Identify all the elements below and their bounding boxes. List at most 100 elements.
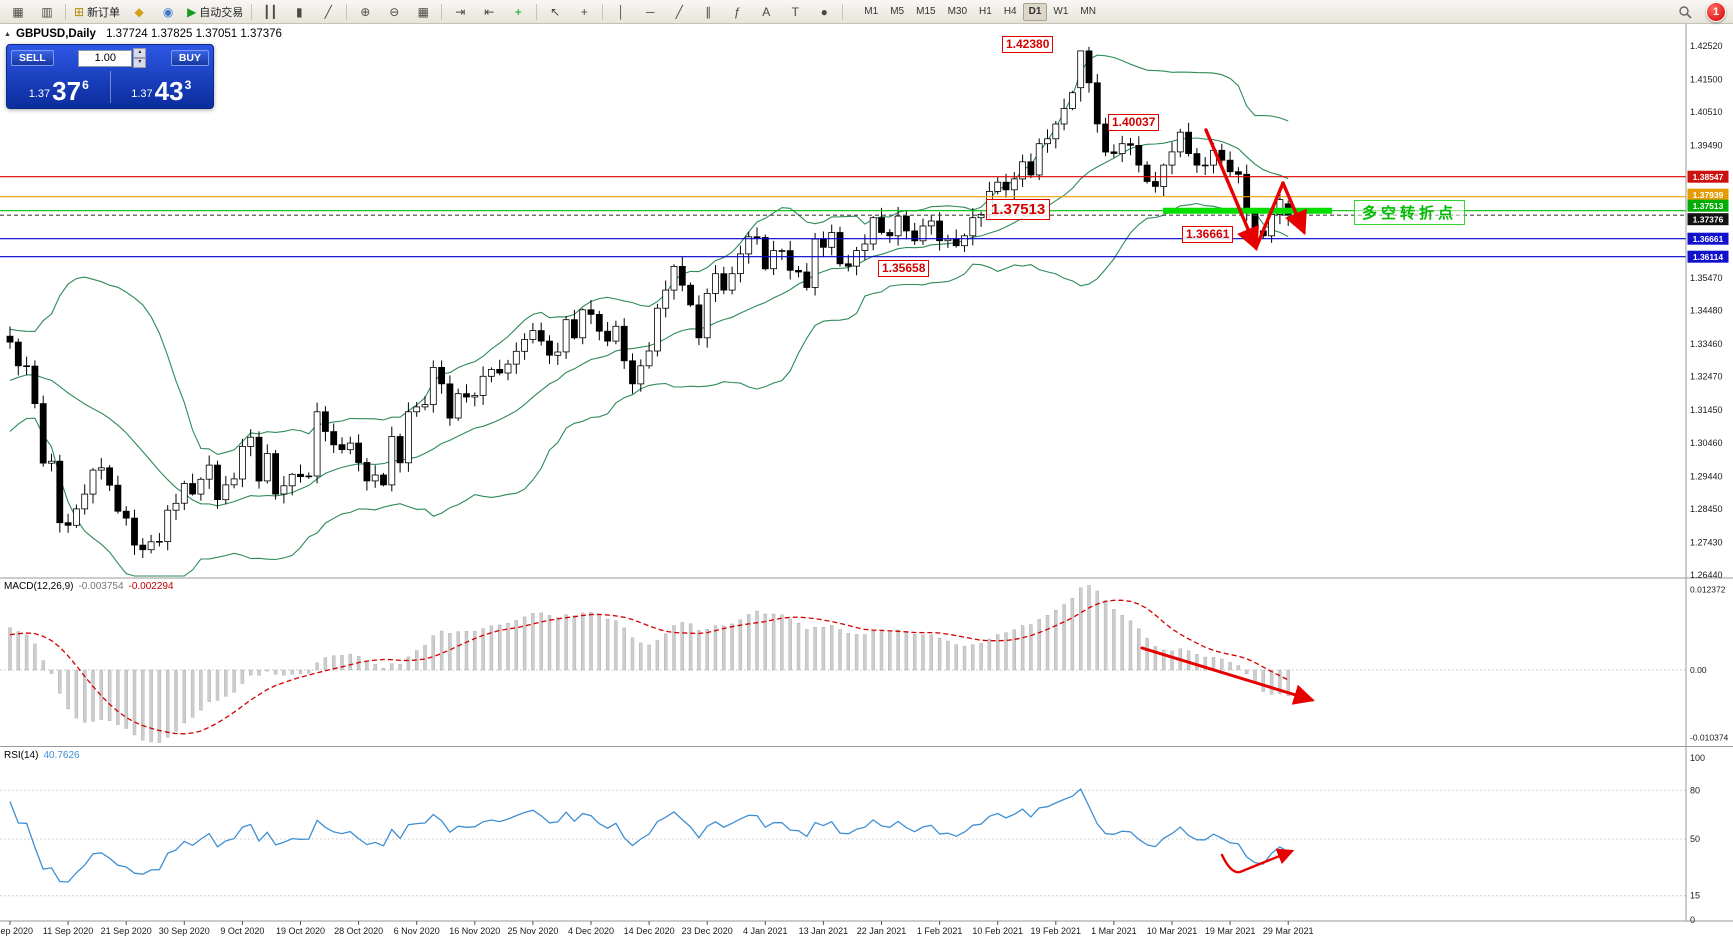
indicators-icon[interactable]: +	[504, 1, 532, 23]
svg-text:4 Jan 2021: 4 Jan 2021	[743, 926, 788, 936]
line-chart-icon[interactable]: ╱	[314, 1, 342, 23]
shapes-icon[interactable]: ●	[810, 1, 838, 23]
trendline-icon[interactable]: ╱	[665, 1, 693, 23]
autotrading-button[interactable]: ▶ 自动交易	[183, 1, 247, 23]
svg-text:22 Jan 2021: 22 Jan 2021	[857, 926, 907, 936]
timeframe-d1-button[interactable]: D1	[1022, 2, 1048, 21]
volume-increase-button[interactable]: ▴	[133, 48, 147, 58]
new-chart-icon[interactable]: ▦	[4, 1, 32, 23]
timeframe-m5-button[interactable]: M5	[890, 5, 905, 17]
svg-text:1 Mar 2021: 1 Mar 2021	[1091, 926, 1137, 936]
timeframe-h4-button[interactable]: H4	[1003, 5, 1017, 17]
search-button[interactable]	[1671, 1, 1699, 23]
zoom-in-icon[interactable]: ⊕	[351, 1, 379, 23]
svg-text:-0.010374: -0.010374	[1690, 732, 1729, 742]
svg-text:1.33460: 1.33460	[1690, 339, 1723, 349]
sell-price-button[interactable]: 1.37 37 6	[9, 69, 109, 105]
profiles-icon[interactable]: ▥	[33, 1, 61, 23]
text-label-icon[interactable]: T	[781, 1, 809, 23]
cursor-icon[interactable]: ↖	[541, 1, 569, 23]
timeframe-m15-button[interactable]: M15	[916, 5, 936, 17]
svg-text:1.37513: 1.37513	[1693, 201, 1724, 211]
svg-text:10 Feb 2021: 10 Feb 2021	[972, 926, 1023, 936]
new-order-button[interactable]: ⊞ 新订单	[70, 1, 124, 23]
svg-text:11 Sep 2020: 11 Sep 2020	[43, 926, 93, 936]
svg-text:1 Feb 2021: 1 Feb 2021	[917, 926, 963, 936]
svg-text:1.39490: 1.39490	[1690, 141, 1723, 151]
volume-spinner: ▴ ▾	[133, 48, 147, 68]
bar-chart-icon[interactable]: ┃┃	[256, 1, 284, 23]
zoom-in-icon: ⊕	[360, 4, 371, 19]
autotrading-button-label: 自动交易	[199, 6, 244, 19]
svg-text:1.42520: 1.42520	[1690, 41, 1723, 51]
text-label-icon: T	[791, 4, 799, 19]
market-watch-icon[interactable]: ◆	[125, 1, 153, 23]
notification-badge[interactable]: 1	[1706, 2, 1726, 22]
horizontal-line-icon: ─	[646, 4, 655, 19]
auto-scroll-icon[interactable]: ⇥	[446, 1, 474, 23]
horizontal-lines-group	[0, 176, 1686, 258]
svg-text:28 Oct 2020: 28 Oct 2020	[334, 926, 383, 936]
price-callout: 1.40037	[1108, 114, 1160, 131]
market-watch-icon: ◆	[134, 4, 144, 19]
volume-input[interactable]	[78, 49, 133, 67]
new-order-icon: ⊞	[74, 4, 85, 19]
vertical-line-icon[interactable]: │	[607, 1, 635, 23]
svg-text:29 Mar 2021: 29 Mar 2021	[1263, 926, 1314, 936]
chart-symbol-label: GBPUSD,Daily	[16, 28, 96, 40]
annotation-arrows	[1140, 128, 1315, 874]
indicators-icon: +	[514, 4, 522, 19]
svg-text:1.41500: 1.41500	[1690, 75, 1723, 85]
svg-text:1.27430: 1.27430	[1690, 537, 1723, 547]
buy-price-small: 1.37	[131, 88, 153, 100]
tile-windows-icon: ▦	[417, 4, 429, 19]
channel-icon: ∥	[705, 4, 712, 19]
timeframe-m30-button[interactable]: M30	[947, 5, 968, 17]
time-axis: 2 Sep 2020 11 Sep 2020 21 Sep 2020 30 Sep 2…	[0, 921, 1313, 936]
new-chart-icon: ▦	[12, 4, 24, 19]
svg-text:1.36114: 1.36114	[1693, 252, 1724, 262]
volume-decrease-button[interactable]: ▾	[133, 58, 147, 68]
candlestick-chart-icon[interactable]: ▮	[285, 1, 313, 23]
svg-text:30 Sep 2020: 30 Sep 2020	[159, 926, 210, 936]
rsi-label: RSI(14) 40.7626	[4, 750, 85, 761]
one-click-prices: 1.37 37 6 1.37 43 3	[7, 69, 213, 108]
buy-price-sup: 3	[184, 78, 192, 92]
fibonacci-icon[interactable]: ƒ	[723, 1, 751, 23]
svg-text:1.38547: 1.38547	[1693, 172, 1724, 182]
price-axis: 1.42520 1.41500 1.40510 1.39490 1.35470 1.344…	[1687, 41, 1729, 925]
tile-windows-icon[interactable]: ▦	[409, 1, 437, 23]
sell-price-sup: 6	[82, 78, 89, 92]
zoom-out-icon[interactable]: ⊖	[380, 1, 408, 23]
svg-text:2 Sep 2020: 2 Sep 2020	[0, 926, 33, 936]
timeframe-h1-button[interactable]: H1	[979, 5, 992, 17]
panel-toggle-icon[interactable]: ▲	[4, 31, 11, 38]
svg-text:13 Jan 2021: 13 Jan 2021	[799, 926, 849, 936]
svg-text:0: 0	[1690, 915, 1695, 925]
zoom-out-icon: ⊖	[389, 4, 400, 19]
price-divider	[109, 71, 111, 103]
candles-group	[6, 46, 1292, 558]
macd-main-value: -0.003754	[78, 581, 124, 592]
sell-button[interactable]: SELL	[11, 50, 54, 66]
auto-scroll-icon: ⇥	[455, 4, 466, 19]
horizontal-line-icon[interactable]: ─	[636, 1, 664, 23]
crosshair-icon: +	[580, 4, 588, 19]
timeframe-mn-button[interactable]: MN	[1080, 5, 1096, 17]
timeframe-w1-button[interactable]: W1	[1053, 5, 1069, 17]
channel-icon[interactable]: ∥	[694, 1, 722, 23]
timeframe-m1-button[interactable]: M1	[864, 5, 879, 17]
sell-price-big: 37	[52, 76, 82, 106]
shapes-icon: ●	[820, 4, 828, 19]
candlestick-chart-icon: ▮	[295, 4, 303, 19]
macd-pane	[0, 585, 1686, 743]
chart-shift-icon[interactable]: ⇤	[475, 1, 503, 23]
svg-text:1.37939: 1.37939	[1693, 190, 1724, 200]
rsi-name: RSI(14)	[4, 750, 39, 761]
navigator-icon[interactable]: ◉	[154, 1, 182, 23]
crosshair-icon[interactable]: +	[570, 1, 598, 23]
text-icon[interactable]: A	[752, 1, 780, 23]
buy-price-button[interactable]: 1.37 43 3	[112, 69, 212, 105]
buy-button[interactable]: BUY	[170, 50, 209, 66]
